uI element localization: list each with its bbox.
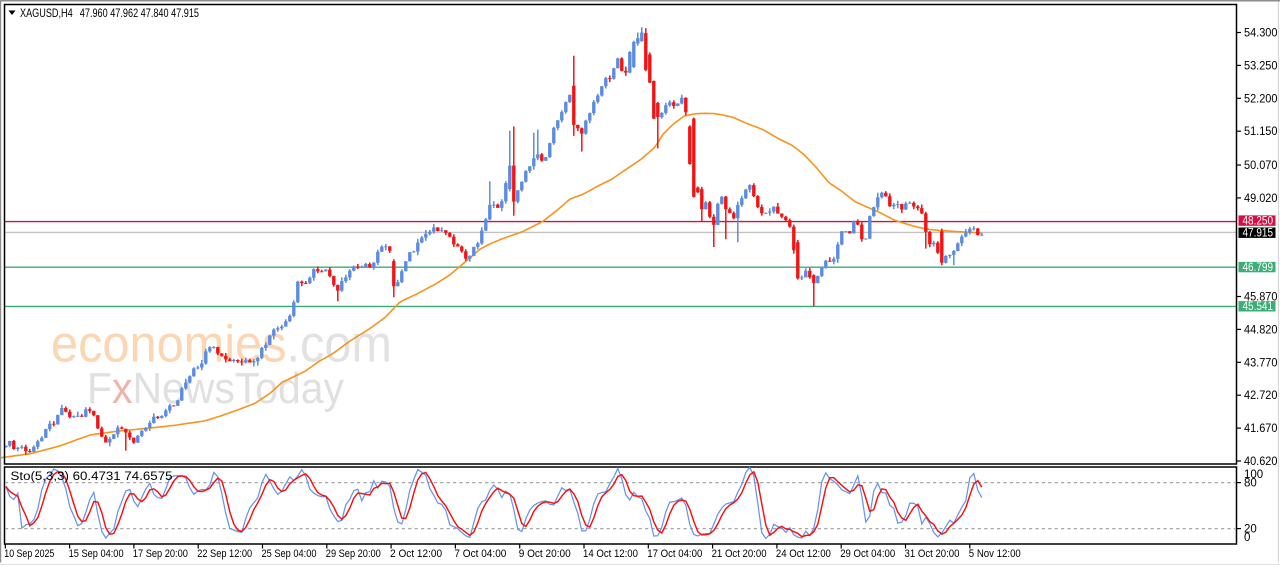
svg-text:9 Oct 20:00: 9 Oct 20:00 xyxy=(519,548,571,560)
svg-text:40.620: 40.620 xyxy=(1244,456,1278,468)
svg-text:25 Sep 04:00: 25 Sep 04:00 xyxy=(262,548,317,560)
svg-text:7 Oct 04:00: 7 Oct 04:00 xyxy=(454,548,506,560)
svg-text:48.250: 48.250 xyxy=(1243,216,1274,228)
svg-text:15 Sep 04:00: 15 Sep 04:00 xyxy=(69,548,124,560)
svg-text:41.670: 41.670 xyxy=(1244,423,1278,435)
svg-text:80: 80 xyxy=(1244,478,1257,490)
svg-text:Sto(5,3,3) 60.4731 74.6575: Sto(5,3,3) 60.4731 74.6575 xyxy=(11,471,173,483)
svg-text:FxNewsToday: FxNewsToday xyxy=(87,364,344,413)
svg-text:20: 20 xyxy=(1244,524,1257,536)
svg-text:43.770: 43.770 xyxy=(1244,357,1278,369)
svg-text:52.200: 52.200 xyxy=(1244,93,1278,105)
svg-text:42.720: 42.720 xyxy=(1244,390,1278,402)
svg-text:44.820: 44.820 xyxy=(1244,324,1278,336)
svg-text:54.300: 54.300 xyxy=(1244,28,1278,40)
svg-text:10 Sep 2025: 10 Sep 2025 xyxy=(4,548,54,560)
svg-text:5 Nov 12:00: 5 Nov 12:00 xyxy=(969,548,1021,560)
svg-text:24 Oct 12:00: 24 Oct 12:00 xyxy=(776,548,831,560)
svg-text:29 Sep 20:00: 29 Sep 20:00 xyxy=(326,548,381,560)
svg-text:51.150: 51.150 xyxy=(1244,126,1278,138)
svg-text:2 Oct 12:00: 2 Oct 12:00 xyxy=(390,548,442,560)
svg-text:46.799: 46.799 xyxy=(1243,262,1274,274)
svg-text:53.250: 53.250 xyxy=(1244,60,1278,72)
svg-text:21 Oct 20:00: 21 Oct 20:00 xyxy=(712,548,767,560)
svg-text:47.915: 47.915 xyxy=(1243,228,1274,240)
svg-text:100: 100 xyxy=(1244,469,1263,481)
svg-text:14 Oct 12:00: 14 Oct 12:00 xyxy=(583,548,638,560)
svg-text:XAGUSD,H4 47.960 47.962 47.84: XAGUSD,H4 47.960 47.962 47.840 47.915 xyxy=(20,6,199,20)
svg-text:50.070: 50.070 xyxy=(1244,160,1278,172)
svg-text:29 Oct 04:00: 29 Oct 04:00 xyxy=(840,548,895,560)
svg-text:17 Sep 20:00: 17 Sep 20:00 xyxy=(133,548,188,560)
svg-text:22 Sep 12:00: 22 Sep 12:00 xyxy=(197,548,252,560)
svg-text:31 Oct 20:00: 31 Oct 20:00 xyxy=(905,548,960,560)
svg-text:17 Oct 04:00: 17 Oct 04:00 xyxy=(647,548,702,560)
svg-text:45.541: 45.541 xyxy=(1243,301,1274,313)
svg-text:45.870: 45.870 xyxy=(1244,292,1278,304)
svg-text:49.020: 49.020 xyxy=(1244,193,1278,205)
svg-text:0: 0 xyxy=(1244,532,1250,544)
